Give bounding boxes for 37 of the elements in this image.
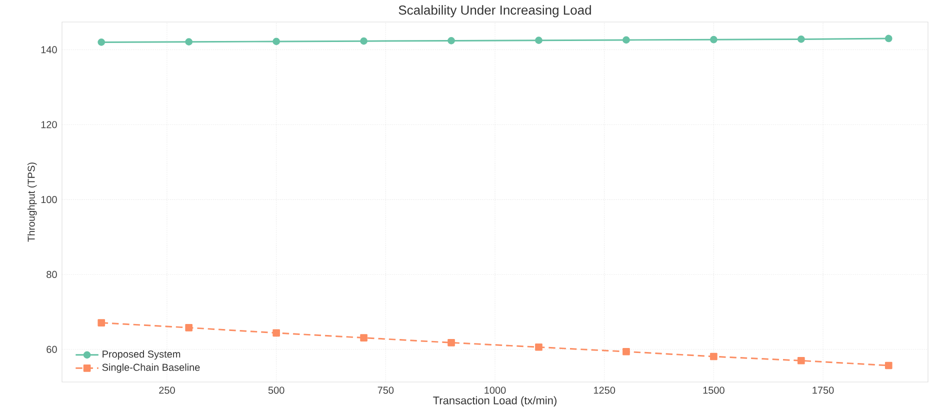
point <box>360 37 368 45</box>
point <box>797 356 805 364</box>
x-tick-label: 1250 <box>594 386 616 394</box>
x-tick-label: 1500 <box>703 386 724 394</box>
y-tick-label: 120 <box>41 121 57 128</box>
x-tick-label: 1000 <box>484 386 506 394</box>
point <box>535 36 542 44</box>
point <box>185 324 193 332</box>
y-axis-title: Throughput (TPS) <box>27 162 37 242</box>
y-tick-label: 100 <box>41 196 57 204</box>
point <box>622 348 630 356</box>
point <box>272 329 280 337</box>
point <box>272 38 280 46</box>
legend-label: Single-Chain Baseline <box>102 364 200 373</box>
point <box>360 334 368 342</box>
y-tick-label: 60 <box>46 346 57 353</box>
legend-label: Proposed System <box>102 350 180 360</box>
chart-title: Scalability Under Increasing Load <box>398 5 591 18</box>
point <box>710 36 718 44</box>
point <box>797 36 805 43</box>
point <box>884 362 892 370</box>
x-tick-label: 750 <box>378 386 394 394</box>
x-tick-label: 1750 <box>812 386 834 394</box>
point <box>710 352 718 360</box>
point <box>622 36 630 44</box>
y-tick-label: 80 <box>46 270 57 278</box>
x-tick-label: 500 <box>268 386 284 394</box>
point <box>98 38 106 46</box>
point <box>185 38 193 46</box>
point <box>884 34 892 42</box>
x-axis-title: Transaction Load (tx/min) <box>433 396 556 407</box>
y-tick-label: 140 <box>41 46 57 54</box>
point <box>448 37 455 44</box>
point <box>448 338 455 346</box>
x-tick-label: 250 <box>159 386 175 394</box>
point <box>535 343 542 351</box>
point <box>98 319 106 326</box>
